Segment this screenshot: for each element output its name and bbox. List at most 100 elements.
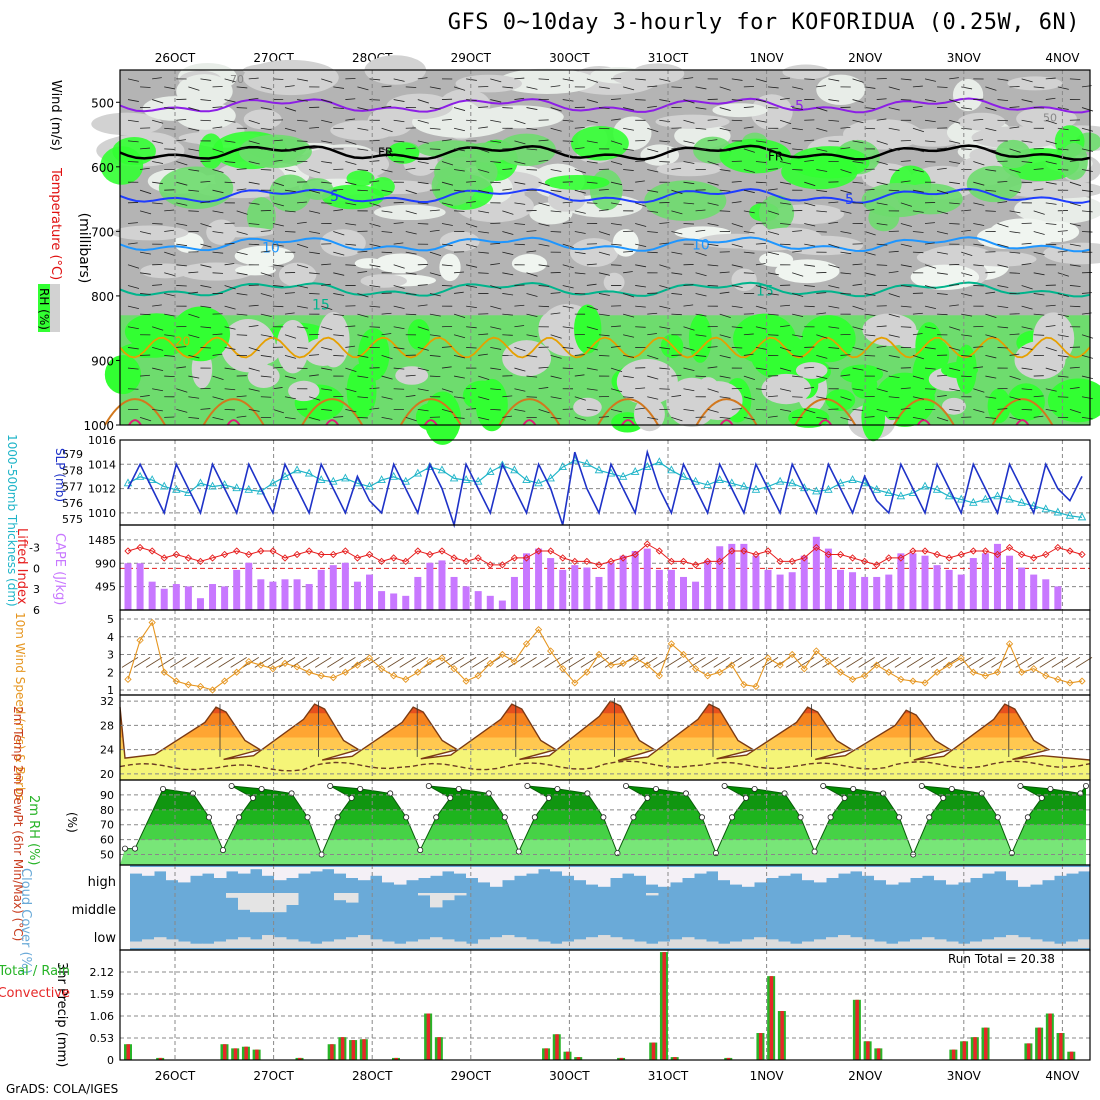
cape-bar	[172, 584, 180, 610]
surface-wind-barb	[206, 657, 223, 668]
wind-barb	[369, 407, 380, 410]
wind-barb	[188, 127, 200, 132]
wind-barb	[224, 285, 236, 290]
thickness-marker	[618, 471, 628, 480]
wind-barb	[961, 313, 973, 317]
cloud-low-gap	[586, 937, 599, 948]
cloud-low-gap	[1054, 943, 1067, 948]
wind-barb	[1057, 169, 1069, 171]
wind-speed-marker	[1066, 679, 1074, 687]
wind-barb	[284, 355, 297, 359]
rh-marker	[584, 790, 591, 797]
wind-barb	[949, 99, 961, 104]
wind-barb	[1021, 347, 1033, 350]
wind-barb	[224, 119, 236, 123]
wind-barb	[852, 367, 864, 371]
cape-bar	[993, 543, 1001, 610]
wind-barb	[369, 202, 381, 207]
cape-bar	[824, 548, 832, 610]
precip-rain-bar	[544, 1048, 549, 1060]
wind-barb	[454, 271, 464, 274]
bottom-date-label: 26OCT	[155, 1069, 196, 1083]
wind-barb	[598, 188, 609, 191]
precip-rain-bar	[565, 1051, 570, 1060]
rh-moist-patch	[789, 146, 870, 179]
wind-barb	[695, 107, 707, 110]
cape-bar	[957, 574, 965, 610]
wind-barb	[623, 107, 635, 111]
wind-barb	[647, 231, 658, 233]
rh-dry-patch	[320, 229, 366, 257]
wind-barb	[140, 293, 151, 295]
cloud-gap	[982, 867, 995, 874]
wind-barb	[755, 181, 767, 184]
rh-tick-label: 60	[100, 834, 114, 847]
wind-barb	[997, 99, 1009, 101]
wind-barb	[381, 396, 393, 400]
thickness-marker	[1053, 507, 1063, 516]
wind-speed-marker	[547, 647, 555, 655]
thickness-tick-label: 576	[62, 497, 83, 510]
wind-barb	[731, 99, 743, 101]
isotherm-0	[119, 144, 1091, 161]
wind-barb	[188, 355, 200, 359]
wind-barb	[417, 140, 429, 144]
rh-marker	[994, 814, 1001, 821]
wind-barb	[767, 86, 779, 89]
surface-wind-barb	[182, 657, 199, 668]
wind-barb	[236, 251, 248, 256]
cloud-low-gap	[214, 941, 227, 948]
wind-barb	[236, 334, 248, 336]
wind-barb	[1069, 264, 1081, 267]
wind-barb	[272, 264, 284, 267]
wind-speed-marker	[1005, 640, 1014, 648]
isotherm-label-neg5: -5	[790, 99, 804, 115]
thickness-marker	[872, 484, 881, 493]
wind-barb	[973, 388, 985, 393]
wind-barb	[671, 210, 683, 215]
wind-barb	[550, 231, 562, 233]
cloud-gap	[238, 867, 251, 874]
cloud-gap	[574, 867, 587, 881]
wind-barb	[1009, 126, 1020, 129]
wind-barb	[828, 119, 840, 122]
rh-low-patch	[1047, 378, 1100, 423]
wind-speed-marker	[136, 636, 144, 644]
cape-bar	[897, 553, 905, 610]
wind-barb	[840, 396, 852, 401]
wind-barb	[1081, 210, 1093, 213]
rh-marker	[644, 794, 651, 801]
rh-marker	[940, 794, 947, 801]
wind-barb	[985, 313, 997, 318]
wind-barb	[743, 126, 754, 129]
cloud-low-gap	[694, 939, 707, 948]
wind-barb	[466, 285, 478, 288]
cloud-low-gap	[430, 937, 443, 948]
wind-speed-marker	[160, 668, 168, 676]
cloud-gap	[274, 893, 287, 913]
cloud-low-gap	[766, 939, 779, 948]
wind-speed-marker	[426, 657, 434, 666]
cloud-low-gap	[802, 941, 815, 948]
wind-barb	[840, 251, 852, 255]
rh-marker	[751, 785, 758, 792]
thickness-marker	[1065, 510, 1075, 519]
wind-barb	[997, 285, 1009, 288]
wind-barb	[466, 119, 477, 122]
wind-barb	[538, 285, 550, 287]
wind-barb	[176, 243, 188, 247]
wind-barb	[429, 272, 441, 277]
wind-barb	[574, 189, 586, 194]
rh-dry-patch	[971, 126, 1063, 149]
lifted-index-marker	[196, 557, 205, 566]
precip-rain-bar	[726, 1057, 731, 1060]
wind-barb	[937, 86, 948, 88]
wind-speed-marker	[595, 650, 603, 659]
cape-bar	[209, 584, 217, 610]
wind-barb	[393, 242, 404, 245]
rh-low-patch	[502, 340, 552, 377]
cloud-gap	[646, 867, 659, 885]
surface-wind-barb	[327, 657, 344, 668]
isotherm-30-cusp	[916, 419, 931, 426]
wind-barb	[296, 243, 309, 249]
